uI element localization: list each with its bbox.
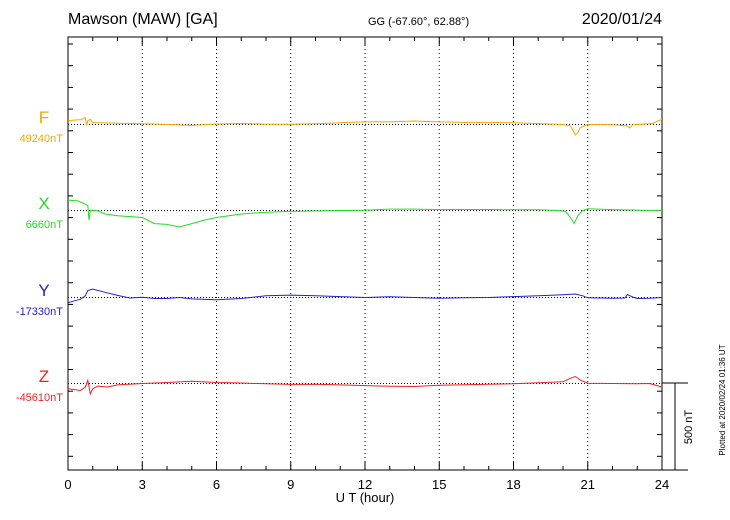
series-baseline-label-f: 49240nT (20, 133, 64, 145)
time-grid (141, 37, 589, 470)
plot-timestamp-note: Plotted at 2020/02/24 01:36 UT (718, 344, 727, 455)
x-axis-label: U T (hour) (336, 490, 395, 505)
axis-ticks: 0 3 6 9 12 15 18 21 24 (64, 37, 669, 492)
series-line-z (67, 375, 663, 396)
x-tick-label: 15 (432, 477, 446, 492)
geographic-coordinates: GG (-67.60°, 62.88°) (368, 16, 470, 28)
x-tick-label: 9 (287, 477, 294, 492)
x-tick-label: 18 (506, 477, 520, 492)
series-baseline-label-x: 6660nT (26, 219, 64, 231)
x-tick-label: 6 (213, 477, 220, 492)
x-tick-label: 24 (655, 477, 669, 492)
series-name-y: Y (38, 281, 49, 300)
scale-bar: 500 nT (662, 382, 695, 471)
series-name-z: Z (39, 367, 49, 386)
series-baseline-label-y: -17330nT (16, 306, 63, 318)
x-tick-label: 21 (581, 477, 595, 492)
series-line-x (67, 199, 663, 228)
x-tick-label: 12 (358, 477, 372, 492)
series-baseline-label-z: -45610nT (16, 392, 63, 404)
series-name-x: X (38, 194, 49, 213)
series-line-f (67, 116, 663, 136)
series-line-y (67, 288, 663, 304)
scale-bar-label: 500 nT (683, 410, 695, 445)
series-group: F 49240nT X 6660nT Y -17330nT Z -45610nT (16, 108, 663, 404)
x-tick-label: 0 (64, 477, 71, 492)
series-name-f: F (39, 108, 49, 127)
plot-date: 2020/01/24 (581, 11, 662, 28)
station-title: Mawson (MAW) [GA] (68, 11, 218, 28)
x-tick-label: 3 (139, 477, 146, 492)
